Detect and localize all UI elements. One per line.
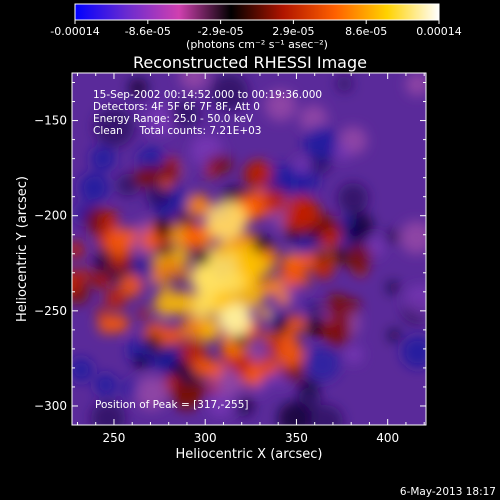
colorbar-tick-label: 2.9e-05 (272, 25, 314, 38)
y-tick-label: −150 (34, 114, 67, 128)
x-axis-label: Heliocentric X (arcsec) (176, 447, 323, 462)
colorbar-unit-label: (photons cm⁻² s⁻¹ asec⁻²) (186, 38, 328, 51)
info-line: Clean Total counts: 7.21E+03 (93, 125, 262, 137)
x-tick-label: 300 (194, 431, 217, 445)
info-line: 15-Sep-2002 00:14:52.000 to 00:19:36.000 (93, 89, 322, 101)
colorbar-ticks: -0.00014 -8.6e-05 -2.9e-05 2.9e-05 8.6e-05 0.… (50, 20, 462, 38)
x-tick-label: 400 (376, 431, 399, 445)
heatmap-image (72, 73, 426, 425)
x-tick-label: 350 (285, 431, 308, 445)
observation-info: 15-Sep-2002 00:14:52.000 to 00:19:36.000… (93, 89, 322, 137)
y-tick-label: −250 (34, 304, 67, 318)
y-axis-label: Heliocentric Y (arcsec) (15, 176, 30, 322)
colorbar-tick-label: -8.6e-05 (125, 25, 171, 38)
colorbar-tick-label: -2.9e-05 (197, 25, 243, 38)
x-tick-label: 250 (103, 431, 126, 445)
colorbar-tick-label: 0.00014 (416, 25, 462, 38)
info-line: Energy Range: 25.0 - 50.0 keV (93, 113, 254, 125)
colorbar-tick-label: -0.00014 (50, 25, 99, 38)
chart-title: Reconstructed RHESSI Image (133, 53, 367, 72)
plot-frame (71, 72, 427, 426)
peak-position-label: Position of Peak = [317,-255] (95, 399, 249, 411)
colorbar-tick-label: 8.6e-05 (345, 25, 387, 38)
colorbar (74, 3, 440, 21)
y-tick-label: −300 (34, 399, 67, 413)
y-axis: −150 −200 −250 −300 (34, 82, 426, 413)
timestamp: 6-May-2013 18:17 (400, 486, 496, 498)
y-tick-label: −200 (34, 209, 67, 223)
x-axis: 250 300 350 400 (76, 73, 425, 445)
info-line: Detectors: 4F 5F 6F 7F 8F, Att 0 (93, 101, 260, 113)
